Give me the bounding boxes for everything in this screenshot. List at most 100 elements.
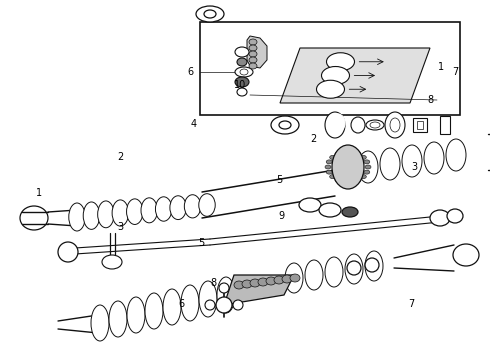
Ellipse shape bbox=[342, 150, 347, 154]
Ellipse shape bbox=[290, 274, 300, 282]
Polygon shape bbox=[280, 48, 430, 103]
Ellipse shape bbox=[402, 145, 422, 177]
Ellipse shape bbox=[217, 277, 235, 313]
Ellipse shape bbox=[348, 150, 354, 154]
Ellipse shape bbox=[181, 285, 199, 321]
Ellipse shape bbox=[424, 142, 444, 174]
Ellipse shape bbox=[237, 58, 247, 66]
Ellipse shape bbox=[365, 165, 371, 169]
Ellipse shape bbox=[127, 297, 145, 333]
Ellipse shape bbox=[91, 305, 109, 341]
Ellipse shape bbox=[233, 300, 243, 310]
Ellipse shape bbox=[216, 297, 232, 313]
Text: 3: 3 bbox=[411, 162, 417, 172]
Ellipse shape bbox=[249, 39, 257, 45]
Polygon shape bbox=[224, 275, 294, 305]
Text: 1: 1 bbox=[438, 62, 444, 72]
Ellipse shape bbox=[385, 112, 405, 138]
Ellipse shape bbox=[325, 112, 345, 138]
Ellipse shape bbox=[365, 258, 379, 272]
Ellipse shape bbox=[319, 203, 341, 217]
Text: 6: 6 bbox=[187, 67, 193, 77]
Text: 3: 3 bbox=[117, 222, 123, 232]
Ellipse shape bbox=[163, 289, 181, 325]
Ellipse shape bbox=[453, 244, 479, 266]
Ellipse shape bbox=[321, 67, 349, 85]
Ellipse shape bbox=[326, 170, 332, 174]
Ellipse shape bbox=[345, 254, 363, 284]
Ellipse shape bbox=[365, 251, 383, 281]
Text: 6: 6 bbox=[178, 299, 184, 309]
Bar bbox=[440, 116, 450, 134]
Text: 7: 7 bbox=[452, 67, 458, 77]
Ellipse shape bbox=[196, 6, 224, 22]
Ellipse shape bbox=[249, 45, 257, 51]
Ellipse shape bbox=[258, 278, 268, 286]
Ellipse shape bbox=[364, 160, 370, 164]
Ellipse shape bbox=[342, 180, 347, 184]
Text: 5: 5 bbox=[198, 238, 204, 248]
Ellipse shape bbox=[237, 88, 247, 96]
Ellipse shape bbox=[326, 160, 332, 164]
Ellipse shape bbox=[358, 151, 378, 183]
Ellipse shape bbox=[282, 275, 292, 283]
Ellipse shape bbox=[305, 260, 323, 290]
Ellipse shape bbox=[285, 263, 303, 293]
Ellipse shape bbox=[360, 156, 367, 159]
Text: 2: 2 bbox=[117, 152, 123, 162]
Ellipse shape bbox=[249, 57, 257, 63]
Ellipse shape bbox=[204, 10, 216, 18]
Bar bbox=[200, 22, 460, 115]
Ellipse shape bbox=[235, 67, 253, 77]
Text: 1: 1 bbox=[36, 188, 42, 198]
Ellipse shape bbox=[370, 122, 380, 128]
Ellipse shape bbox=[347, 261, 361, 275]
Text: 2: 2 bbox=[311, 134, 317, 144]
Ellipse shape bbox=[351, 117, 365, 133]
Ellipse shape bbox=[69, 203, 85, 231]
Bar bbox=[417, 121, 423, 129]
Ellipse shape bbox=[112, 200, 128, 226]
Ellipse shape bbox=[145, 293, 163, 329]
Ellipse shape bbox=[330, 156, 336, 159]
Ellipse shape bbox=[83, 202, 99, 229]
Ellipse shape bbox=[271, 116, 299, 134]
Ellipse shape bbox=[430, 210, 450, 226]
Polygon shape bbox=[247, 36, 267, 68]
Ellipse shape bbox=[446, 139, 466, 171]
Ellipse shape bbox=[335, 152, 341, 156]
Text: 8: 8 bbox=[427, 95, 433, 105]
Ellipse shape bbox=[335, 178, 341, 182]
Ellipse shape bbox=[199, 194, 215, 216]
Ellipse shape bbox=[235, 77, 249, 87]
Ellipse shape bbox=[299, 198, 321, 212]
Ellipse shape bbox=[279, 121, 291, 129]
Ellipse shape bbox=[98, 201, 114, 228]
Text: 4: 4 bbox=[191, 119, 196, 129]
Ellipse shape bbox=[326, 53, 354, 71]
Ellipse shape bbox=[234, 281, 244, 289]
Text: 7: 7 bbox=[409, 299, 415, 309]
Ellipse shape bbox=[360, 175, 367, 179]
Ellipse shape bbox=[58, 242, 78, 262]
Ellipse shape bbox=[355, 152, 361, 156]
Ellipse shape bbox=[332, 145, 364, 189]
Ellipse shape bbox=[364, 170, 370, 174]
Ellipse shape bbox=[330, 175, 336, 179]
Ellipse shape bbox=[390, 118, 400, 132]
Ellipse shape bbox=[205, 300, 215, 310]
Ellipse shape bbox=[250, 279, 260, 287]
Ellipse shape bbox=[141, 198, 157, 223]
Ellipse shape bbox=[331, 114, 345, 132]
Ellipse shape bbox=[342, 207, 358, 217]
Ellipse shape bbox=[155, 197, 172, 221]
Text: 8: 8 bbox=[210, 278, 216, 288]
Ellipse shape bbox=[348, 180, 354, 184]
Text: 5: 5 bbox=[276, 175, 282, 185]
Ellipse shape bbox=[355, 178, 361, 182]
Ellipse shape bbox=[102, 255, 122, 269]
Ellipse shape bbox=[325, 257, 343, 287]
Ellipse shape bbox=[249, 63, 257, 69]
Ellipse shape bbox=[219, 283, 229, 293]
Text: 10: 10 bbox=[234, 80, 246, 90]
